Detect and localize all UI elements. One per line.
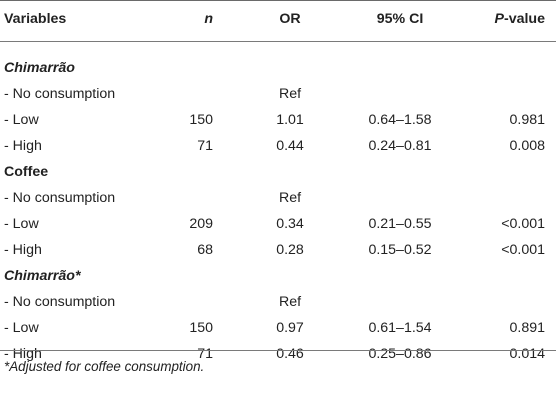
table-row: - No consumption Ref: [0, 185, 556, 211]
cell-n: 209: [189, 216, 213, 232]
section-label: Coffee: [4, 164, 49, 180]
cell-p-value: 0.891: [509, 320, 545, 336]
header-ci: 95% CI: [376, 11, 424, 27]
cell-ci: 0.61–1.54: [368, 320, 432, 336]
header-variables: Variables: [4, 11, 67, 27]
table-row: - Low 150 0.97 0.61–1.54 0.891: [0, 315, 556, 341]
section-row: Coffee: [0, 159, 556, 185]
cell-p-value: 0.014: [509, 346, 545, 362]
variable-label: - Low: [4, 112, 39, 128]
cell-p-value: 0.981: [509, 112, 545, 128]
cell-ci: 0.15–0.52: [368, 242, 432, 258]
variable-label: - No consumption: [4, 190, 116, 206]
table-footnote: *Adjusted for coffee consumption.: [4, 359, 205, 374]
cell-ci: 0.64–1.58: [368, 112, 432, 128]
variable-label: - High: [4, 242, 42, 258]
table-row: - Low 209 0.34 0.21–0.55 <0.001: [0, 211, 556, 237]
table-row: - High 68 0.28 0.15–0.52 <0.001: [0, 237, 556, 263]
table-top-rule: [0, 0, 556, 1]
cell-n: 150: [189, 320, 213, 336]
table-row: - No consumption Ref: [0, 81, 556, 107]
cell-or: Ref: [278, 190, 302, 206]
cell-or: Ref: [278, 86, 302, 102]
variable-label: - Low: [4, 320, 39, 336]
table-header-row: Variables n OR 95% CI P-value: [0, 6, 556, 32]
section-row: Chimarrão: [0, 55, 556, 81]
table-row: - No consumption Ref: [0, 289, 556, 315]
cell-or: Ref: [278, 294, 302, 310]
header-p-value: P-value: [470, 6, 545, 32]
cell-ci: 0.24–0.81: [368, 138, 432, 154]
header-or: OR: [279, 11, 301, 27]
cell-or: 0.46: [276, 346, 304, 362]
cell-or: 0.28: [276, 242, 304, 258]
section-label: Chimarrão*: [4, 268, 81, 284]
cell-or: 1.01: [276, 112, 304, 128]
cell-p-value: 0.008: [509, 138, 545, 154]
cell-or: 0.44: [276, 138, 304, 154]
header-p-italic: P: [494, 11, 504, 27]
header-n: n: [204, 11, 213, 27]
table-row: - Low 150 1.01 0.64–1.58 0.981: [0, 107, 556, 133]
cell-or: 0.34: [276, 216, 304, 232]
cell-ci: 0.21–0.55: [368, 216, 432, 232]
section-row: Chimarrão*: [0, 263, 556, 289]
variable-label: - No consumption: [4, 294, 116, 310]
table-bottom-rule: [0, 350, 556, 351]
variable-label: - High: [4, 138, 42, 154]
variable-label: - Low: [4, 216, 39, 232]
cell-p-value: <0.001: [501, 242, 545, 258]
variable-label: - No consumption: [4, 86, 116, 102]
cell-p-value: <0.001: [501, 216, 545, 232]
cell-or: 0.97: [276, 320, 304, 336]
table-row: - High 71 0.44 0.24–0.81 0.008: [0, 133, 556, 159]
table-header-rule: [0, 41, 556, 42]
header-p-rest: -value: [503, 11, 545, 27]
cell-n: 71: [197, 138, 213, 154]
cell-n: 150: [189, 112, 213, 128]
cell-n: 68: [197, 242, 213, 258]
section-label: Chimarrão: [4, 60, 75, 76]
cell-ci: 0.25–0.86: [368, 346, 432, 362]
